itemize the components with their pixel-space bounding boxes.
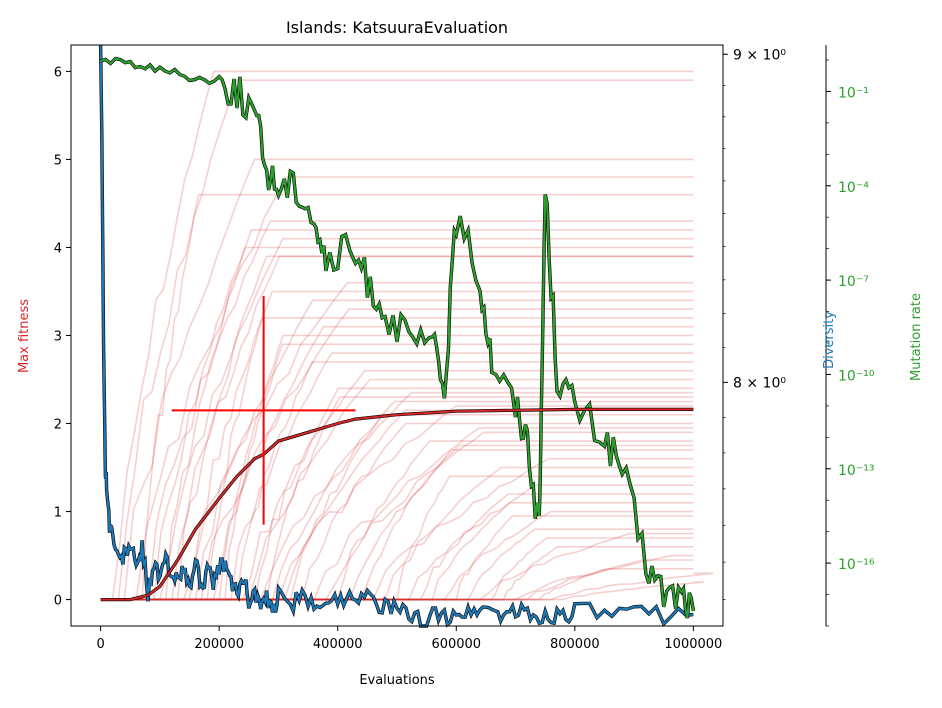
fitness-run-line (100, 396, 694, 601)
fitness-run-line (100, 440, 694, 601)
fitness-run-line (100, 515, 694, 601)
fitness-run-line (100, 255, 694, 601)
fitness-run-line (100, 255, 694, 601)
fitness-run-line (100, 449, 694, 601)
fitness-run-line (100, 378, 694, 601)
cross-layer (171, 295, 356, 525)
x-axis-label: Evaluations (359, 673, 435, 688)
y-tick-label-fitness: 6 (54, 65, 62, 80)
mutation-line (100, 57, 695, 619)
fitness-run-line (100, 391, 694, 601)
fitness-runs (100, 70, 714, 601)
fitness-run-line (100, 325, 694, 601)
fitness-run-line (100, 246, 694, 601)
mean-layer (100, 407, 694, 602)
fitness-run-line (100, 299, 694, 601)
fitness-run-line (100, 554, 694, 601)
fitness-run-line (100, 220, 694, 601)
fitness-run-line (100, 70, 694, 601)
fitness-run-line (100, 281, 694, 601)
y-axis-label-mutation: Mutation rate (909, 293, 924, 381)
mean-fitness-line (100, 408, 694, 601)
y-axis-label-fitness: Max fitness (17, 299, 32, 373)
fitness-run-line (100, 431, 694, 601)
fitness-run-line (100, 369, 694, 601)
fitness-run-line (100, 229, 694, 601)
y-tick-label-mutation: 10⁻¹ (838, 85, 869, 101)
fitness-run-line (100, 427, 694, 601)
fitness-run-line (100, 581, 705, 601)
y-axis-label-diversity: Diversity (822, 311, 837, 369)
fitness-run-line (100, 475, 694, 601)
y-tick-label-fitness: 4 (54, 241, 62, 256)
fitness-run-line (100, 528, 694, 601)
y-tick-label-fitness: 0 (54, 594, 62, 609)
fitness-run-line (100, 510, 694, 601)
fitness-run-line (100, 343, 694, 601)
fitness-run-line (100, 501, 694, 601)
fitness-run-line (100, 444, 694, 601)
fitness-run-line (100, 466, 694, 601)
fitness-run-line (100, 567, 694, 601)
diversity-line (99, 44, 694, 628)
fitness-run-line (100, 422, 694, 601)
chart-title: Islands: KatsuuraEvaluation (286, 18, 508, 37)
x-tick-label: 200000 (194, 637, 244, 652)
fitness-run-line (100, 559, 694, 601)
fitness-run-line (100, 413, 694, 601)
fitness-run-line (100, 545, 694, 601)
y-tick-label-mutation: 10⁻¹⁶ (838, 557, 875, 573)
y-tick-label-mutation: 10⁻⁷ (838, 274, 869, 290)
fitness-run-line (100, 290, 694, 601)
x-tick-label: 1000000 (664, 637, 722, 652)
y-tick-label-mutation: 10⁻¹³ (838, 463, 874, 479)
fitness-run-line (100, 79, 694, 601)
y-mutation-ticks: 10⁻¹ 10⁻⁴ 10⁻⁷ 10⁻¹⁰ 10⁻¹³ 10⁻¹⁶ (826, 59, 875, 627)
fitness-run-line (100, 405, 694, 601)
fitness-run-line (100, 572, 714, 601)
fitness-run-line (100, 308, 694, 601)
y-tick-label-diversity: 9 × 10⁰ (733, 47, 786, 63)
x-tick-label: 800000 (550, 637, 600, 652)
y-left-ticks: 0 1 2 3 4 5 6 (54, 65, 71, 609)
fitness-run-line (100, 193, 694, 601)
fitness-run-line (100, 484, 694, 601)
y-tick-label-diversity: 8 × 10⁰ (733, 375, 786, 391)
diversity-layer (98, 44, 694, 628)
fitness-run-line (100, 493, 694, 601)
fitness-run-line (100, 158, 694, 601)
y-tick-label-fitness: 5 (54, 153, 62, 168)
fitness-run-line (100, 409, 694, 601)
fitness-run-line (100, 537, 694, 601)
fitness-run-line (100, 237, 694, 601)
y-tick-label-fitness: 1 (54, 506, 62, 521)
fitness-run-line (100, 317, 694, 601)
fitness-run-line (100, 176, 694, 601)
y-tick-label-mutation: 10⁻⁴ (838, 180, 869, 196)
x-tick-label: 0 (96, 637, 104, 652)
y-diversity-ticks: 8 × 10⁰ 9 × 10⁰ (723, 47, 786, 600)
fitness-run-line (100, 361, 694, 601)
x-tick-label: 400000 (313, 637, 363, 652)
fitness-run-line (100, 387, 694, 601)
y-tick-label-mutation: 10⁻¹⁰ (838, 368, 875, 384)
x-tick-label: 600000 (431, 637, 481, 652)
x-ticks: 0 200000 400000 600000 800000 1000000 (96, 626, 722, 652)
fitness-run-line (100, 334, 694, 601)
y-tick-label-fitness: 2 (54, 418, 62, 433)
fitness-run-line (100, 532, 694, 601)
y-tick-label-fitness: 3 (54, 330, 62, 345)
mutation-layer (100, 56, 696, 619)
